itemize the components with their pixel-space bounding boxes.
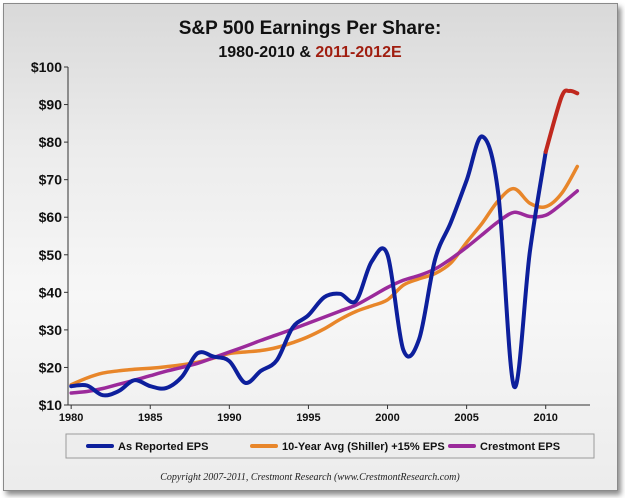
subtitle-prefix: 1980-2010 & — [218, 44, 315, 61]
series-as-reported-eps — [69, 134, 548, 398]
x-tick-label: 1980 — [59, 412, 83, 424]
x-tick-label: 1985 — [138, 412, 162, 424]
copyright-note: Copyright 2007-2011, Crestmont Research … — [160, 472, 460, 483]
y-tick-label: $90 — [39, 97, 63, 113]
x-tick-label: 1990 — [217, 412, 241, 424]
y-tick-label: $60 — [39, 209, 63, 225]
x-axis-ticks: 1980 1985 1990 1995 2000 2005 2010 — [59, 405, 558, 424]
legend-label-crestmont: Crestmont EPS — [480, 441, 560, 453]
y-tick-label: $100 — [31, 59, 62, 75]
legend-box — [65, 433, 595, 459]
y-tick-label: $80 — [39, 134, 63, 150]
x-tick-label: 2000 — [375, 412, 399, 424]
y-tick-label: $20 — [39, 359, 63, 375]
legend-label-shiller: 10-Year Avg (Shiller) +15% EPS — [282, 441, 445, 453]
y-tick-label: $40 — [39, 284, 63, 300]
series-crestmont-eps — [69, 189, 580, 395]
y-tick-label: $50 — [39, 247, 63, 263]
x-tick-label: 2010 — [533, 412, 557, 424]
subtitle-highlight: 2011-2012E — [315, 44, 402, 61]
legend-label-as-reported: As Reported EPS — [118, 441, 208, 453]
y-tick-label: $30 — [39, 322, 63, 338]
chart-title: S&P 500 Earnings Per Share: — [179, 18, 442, 39]
legend: As Reported EPS 10-Year Avg (Shiller) +1… — [65, 433, 595, 459]
y-tick-label: $10 — [39, 397, 63, 413]
y-axis-ticks: $10 $20 $30 $40 $50 $60 $70 $80 $90 $100 — [31, 59, 68, 413]
chart-subtitle: 1980-2010 & 2011-2012E — [218, 44, 402, 61]
series-as-reported-estimate — [543, 88, 580, 154]
chart-frame: S&P 500 Earnings Per Share: 1980-2010 & … — [3, 3, 618, 491]
series-shiller-eps — [69, 164, 580, 387]
x-tick-label: 2005 — [454, 412, 478, 424]
series-lines — [69, 88, 580, 398]
y-tick-label: $70 — [39, 172, 63, 188]
x-tick-label: 1995 — [296, 412, 320, 424]
eps-line-chart: S&P 500 Earnings Per Share: 1980-2010 & … — [31, 18, 595, 483]
